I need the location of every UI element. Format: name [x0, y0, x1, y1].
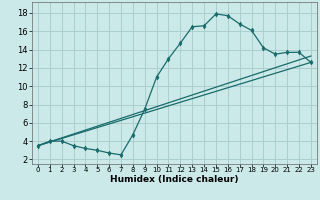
- X-axis label: Humidex (Indice chaleur): Humidex (Indice chaleur): [110, 175, 239, 184]
